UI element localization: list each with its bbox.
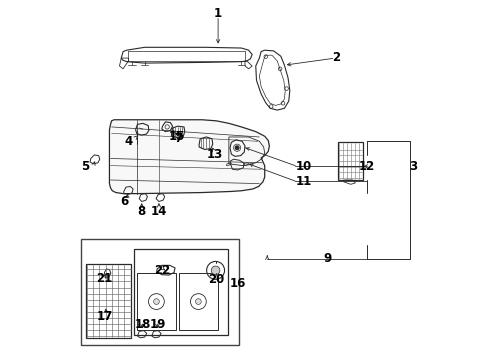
Text: 19: 19 — [150, 318, 167, 331]
Bar — [338, 142, 363, 180]
Circle shape — [211, 266, 220, 275]
Text: 20: 20 — [208, 273, 224, 286]
Text: 13: 13 — [206, 148, 222, 161]
Circle shape — [235, 146, 239, 149]
Text: 18: 18 — [135, 318, 151, 331]
Text: 11: 11 — [296, 175, 312, 188]
Text: 9: 9 — [323, 252, 332, 265]
Circle shape — [153, 299, 159, 305]
Text: 21: 21 — [97, 272, 113, 285]
Text: 8: 8 — [137, 205, 145, 218]
Text: 5: 5 — [81, 160, 90, 173]
Text: 3: 3 — [410, 160, 417, 173]
Bar — [179, 273, 218, 330]
Text: 14: 14 — [151, 205, 167, 218]
Text: 2: 2 — [332, 51, 341, 64]
Bar — [81, 239, 239, 345]
Bar — [87, 264, 131, 338]
Text: 22: 22 — [154, 264, 171, 277]
Circle shape — [196, 299, 201, 305]
Text: 17: 17 — [97, 310, 113, 324]
Text: 10: 10 — [296, 160, 312, 173]
Text: 12: 12 — [359, 160, 375, 173]
Text: 1: 1 — [214, 7, 222, 20]
Bar — [134, 249, 228, 335]
Text: 16: 16 — [230, 278, 246, 291]
Text: 7: 7 — [174, 132, 183, 145]
Text: 15: 15 — [169, 130, 185, 143]
Polygon shape — [109, 120, 270, 194]
Text: 4: 4 — [124, 135, 133, 148]
Bar — [137, 273, 176, 330]
Text: 6: 6 — [121, 195, 129, 208]
